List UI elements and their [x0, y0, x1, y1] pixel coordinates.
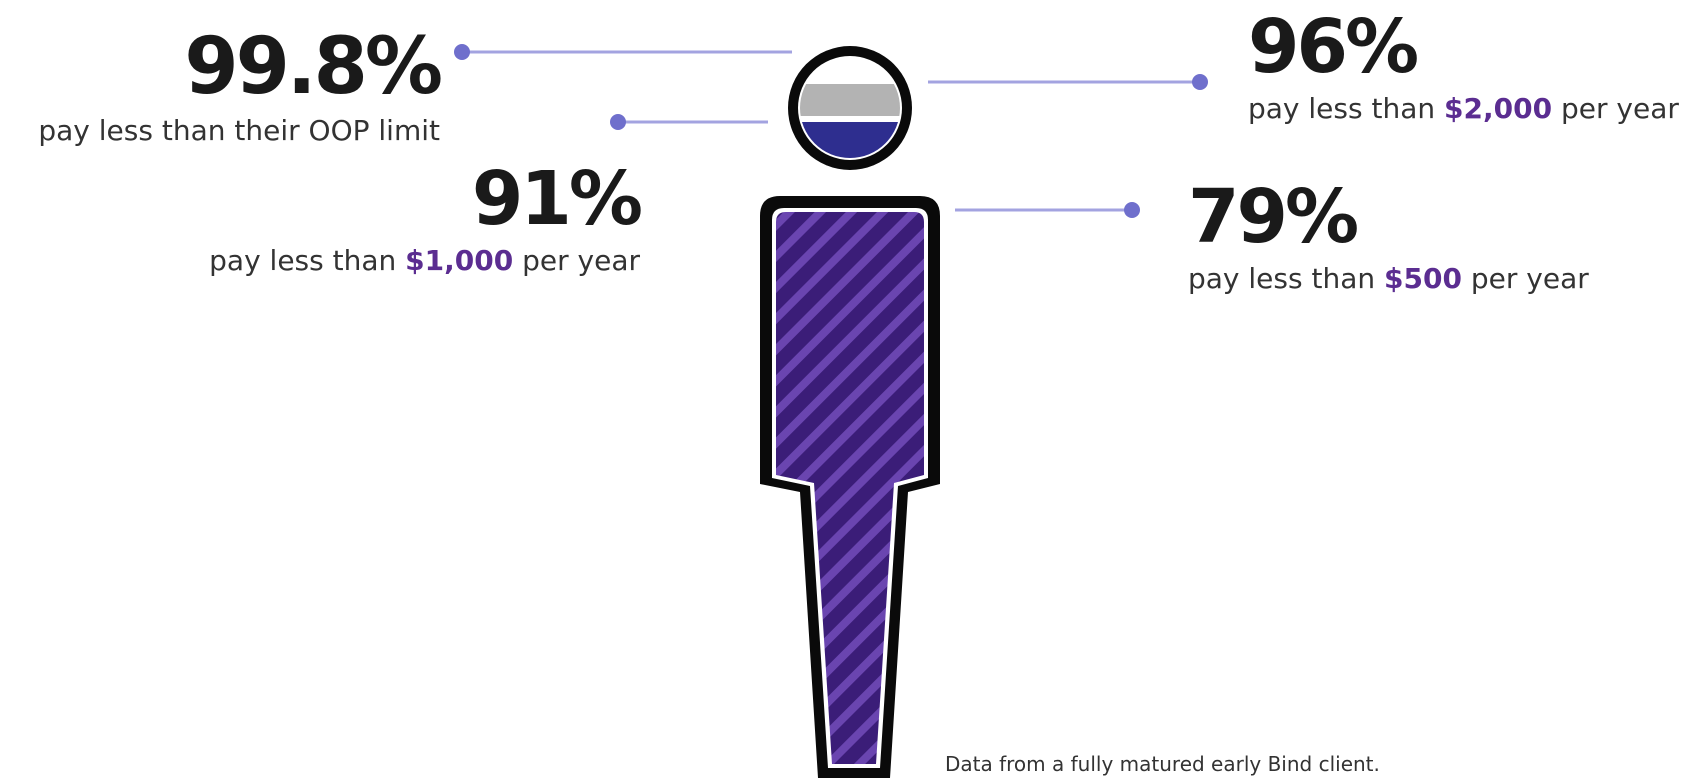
footnote: Data from a fully matured early Bind cli… [945, 752, 1380, 776]
figure-head [788, 46, 912, 170]
caption-text: per year [513, 244, 640, 277]
caption-text: pay less than [1248, 92, 1445, 125]
body-striped-fill [776, 212, 924, 764]
connector-dot-500 [1124, 202, 1140, 218]
stat-value: 79% [1188, 174, 1359, 260]
caption-amount: $500 [1384, 262, 1462, 295]
stat-value: 96% [1248, 4, 1419, 90]
caption-text: pay less than [209, 244, 406, 277]
caption-amount: $2,000 [1444, 92, 1553, 125]
figure-body [760, 196, 940, 778]
stat-caption: pay less than $1,000 per year [150, 244, 640, 278]
caption-text: pay less than [1188, 262, 1385, 295]
head-gray-band [800, 84, 900, 116]
stat-value: 99.8% [184, 22, 443, 112]
connector-dot-2000 [1192, 74, 1208, 90]
stat-caption: pay less than $2,000 per year [1248, 92, 1688, 126]
stat-under-500: 79% pay less than $500 per year [1188, 180, 1668, 296]
connector-dot-1000 [610, 114, 626, 130]
caption-text: per year [1552, 92, 1679, 125]
stat-under-2000: 96% pay less than $2,000 per year [1248, 10, 1688, 126]
caption-text: per year [1461, 262, 1589, 295]
stat-caption: pay less than their OOP limit [38, 114, 440, 147]
stat-oop-limit: 99.8% pay less than their OOP limit [0, 22, 443, 148]
stat-caption: pay less than $500 per year [1188, 262, 1668, 296]
head-white-band [800, 116, 900, 122]
connector-dot-oop [454, 44, 470, 60]
caption-amount: $1,000 [405, 244, 514, 277]
stat-under-1000: 91% pay less than $1,000 per year [150, 156, 643, 278]
connector-lines [454, 44, 1208, 218]
stat-value: 91% [471, 156, 643, 242]
